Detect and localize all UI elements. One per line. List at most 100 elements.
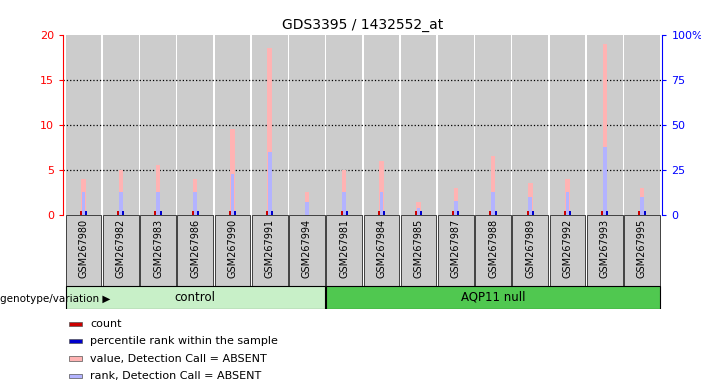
- Bar: [420, 211, 422, 215]
- Bar: [417, 208, 421, 215]
- Bar: [415, 211, 417, 215]
- Bar: [193, 179, 198, 215]
- Bar: [268, 48, 272, 215]
- Text: GSM267981: GSM267981: [339, 218, 349, 278]
- FancyBboxPatch shape: [401, 215, 437, 286]
- Bar: [564, 211, 566, 215]
- Bar: [119, 192, 123, 215]
- Text: GSM267992: GSM267992: [562, 218, 573, 278]
- Bar: [123, 211, 124, 215]
- FancyBboxPatch shape: [364, 215, 400, 286]
- FancyBboxPatch shape: [289, 215, 325, 286]
- Bar: [565, 179, 570, 215]
- Bar: [69, 322, 82, 326]
- Bar: [603, 147, 606, 215]
- Text: GSM267993: GSM267993: [600, 218, 610, 278]
- Bar: [550, 35, 585, 215]
- Bar: [118, 170, 123, 215]
- Bar: [341, 211, 343, 215]
- Bar: [491, 156, 496, 215]
- Bar: [229, 211, 231, 215]
- Text: GSM267986: GSM267986: [190, 218, 200, 278]
- Bar: [640, 188, 644, 215]
- Bar: [458, 211, 459, 215]
- FancyBboxPatch shape: [438, 215, 474, 286]
- Bar: [156, 192, 160, 215]
- Bar: [342, 170, 346, 215]
- Bar: [529, 197, 532, 215]
- Title: GDS3395 / 1432552_at: GDS3395 / 1432552_at: [282, 18, 444, 32]
- Bar: [197, 211, 199, 215]
- Bar: [160, 211, 162, 215]
- Bar: [640, 197, 644, 215]
- Bar: [305, 202, 308, 215]
- FancyBboxPatch shape: [512, 215, 548, 286]
- Bar: [289, 35, 325, 215]
- Bar: [438, 35, 474, 215]
- Bar: [305, 192, 309, 215]
- Bar: [495, 211, 497, 215]
- Bar: [69, 339, 82, 343]
- Bar: [266, 211, 268, 215]
- Bar: [80, 211, 82, 215]
- Bar: [566, 192, 569, 215]
- FancyBboxPatch shape: [326, 286, 660, 309]
- Bar: [587, 35, 622, 215]
- Bar: [342, 192, 346, 215]
- Bar: [85, 211, 87, 215]
- Text: GSM267980: GSM267980: [79, 218, 88, 278]
- Bar: [69, 374, 82, 378]
- Bar: [268, 152, 271, 215]
- Bar: [379, 161, 383, 215]
- FancyBboxPatch shape: [66, 215, 102, 286]
- Text: GSM267988: GSM267988: [488, 218, 498, 278]
- Bar: [416, 202, 421, 215]
- Bar: [378, 211, 380, 215]
- Text: control: control: [175, 291, 216, 304]
- Bar: [154, 211, 156, 215]
- FancyBboxPatch shape: [587, 215, 622, 286]
- Text: count: count: [90, 319, 121, 329]
- Bar: [231, 174, 234, 215]
- Bar: [234, 211, 236, 215]
- Bar: [193, 192, 197, 215]
- Bar: [452, 211, 454, 215]
- Bar: [271, 211, 273, 215]
- FancyBboxPatch shape: [66, 286, 325, 309]
- Text: percentile rank within the sample: percentile rank within the sample: [90, 336, 278, 346]
- Bar: [489, 211, 491, 215]
- Bar: [569, 211, 571, 215]
- FancyBboxPatch shape: [177, 215, 213, 286]
- Bar: [639, 211, 641, 215]
- FancyBboxPatch shape: [103, 215, 139, 286]
- Bar: [191, 211, 193, 215]
- Bar: [454, 188, 458, 215]
- FancyBboxPatch shape: [624, 215, 660, 286]
- Bar: [644, 211, 646, 215]
- Bar: [383, 211, 385, 215]
- Text: GSM267984: GSM267984: [376, 218, 386, 278]
- Text: GSM267985: GSM267985: [414, 218, 423, 278]
- Bar: [117, 211, 119, 215]
- Bar: [624, 35, 660, 215]
- Bar: [81, 179, 86, 215]
- FancyBboxPatch shape: [326, 215, 362, 286]
- Text: GSM267989: GSM267989: [525, 218, 536, 278]
- Text: GSM267987: GSM267987: [451, 218, 461, 278]
- Bar: [475, 35, 511, 215]
- FancyBboxPatch shape: [550, 215, 585, 286]
- Bar: [602, 44, 607, 215]
- Bar: [103, 35, 139, 215]
- Bar: [526, 211, 529, 215]
- FancyBboxPatch shape: [475, 215, 511, 286]
- Bar: [364, 35, 400, 215]
- Bar: [69, 356, 82, 361]
- Text: GSM267995: GSM267995: [637, 218, 647, 278]
- Text: GSM267990: GSM267990: [227, 218, 238, 278]
- FancyBboxPatch shape: [215, 215, 250, 286]
- Text: GSM267994: GSM267994: [302, 218, 312, 278]
- Bar: [512, 35, 548, 215]
- Bar: [454, 200, 458, 215]
- Bar: [379, 192, 383, 215]
- Text: GSM267983: GSM267983: [153, 218, 163, 278]
